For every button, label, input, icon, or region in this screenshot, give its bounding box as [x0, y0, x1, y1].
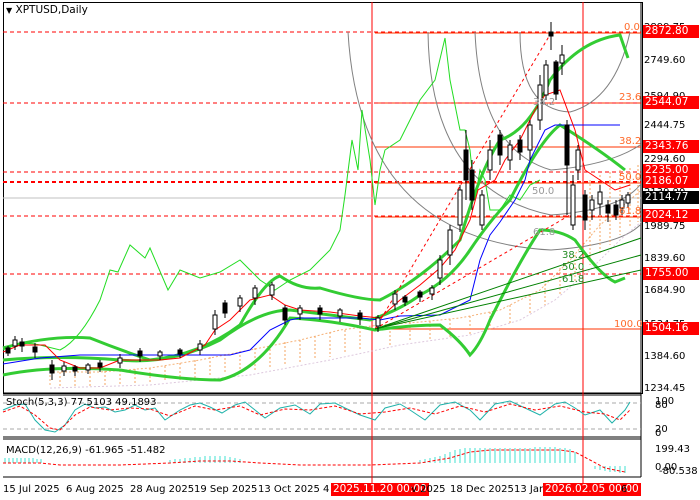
chart-title[interactable]: ▼ XPTUSD,Daily [6, 4, 88, 16]
fib-arc-label-61-8: 61.8 [533, 227, 556, 238]
date-label: 6 Aug 2025 [66, 484, 124, 495]
stochastic-title: Stoch(5,3,3) 77.5103 49.1893 [6, 397, 157, 408]
stochastic-lines [2, 400, 641, 433]
ma-blue [2, 124, 620, 365]
fibonacci-fan [374, 237, 642, 330]
date-label: 6 [621, 484, 628, 495]
macd-title: MACD(12,26,9) -61.965 -51.482 [6, 445, 166, 456]
bollinger-bands [2, 33, 630, 382]
price-tick: 1234.45 [644, 383, 686, 394]
price-tag-2235: 2235.00 [643, 164, 699, 177]
fib-label-100: 100.0 [614, 319, 643, 330]
fib-label-61-8: 61.8 [619, 206, 642, 217]
macd-axis-top: 199.43 [655, 444, 690, 455]
price-tag-fib-100: 1504.16 [643, 322, 699, 335]
fib-label-50: 50.0 [619, 172, 642, 183]
date-label: 28 Aug 2025 [130, 484, 195, 495]
current-price-tag: 2114.77 [643, 191, 699, 204]
price-tick: 1989.75 [644, 221, 686, 232]
chikou-span [2, 37, 541, 351]
price-tick: 1684.90 [644, 285, 686, 296]
symbol-title: XPTUSD,Daily [15, 4, 88, 16]
macd-signal [3, 449, 626, 473]
ichimoku-cloud [49, 189, 642, 389]
macd-axis-bottom: -80.538 [659, 466, 698, 477]
price-tick: 1384.60 [644, 351, 686, 362]
price-tag-1755: 1755.00 [643, 267, 699, 280]
horizontal-levels [3, 31, 641, 330]
price-tag-fib-38-2: 2343.76 [643, 140, 699, 153]
fib-label-38-2: 38.2 [619, 136, 642, 147]
stoch-axis-20: 20 [655, 424, 668, 435]
triangle-down-icon[interactable]: ▼ [6, 6, 13, 15]
macd-axis-zero: 0.00 [655, 462, 678, 473]
price-tag-fib-23-6: 2544.07 [643, 96, 699, 109]
date-label: 19 Sep 2025 [194, 484, 258, 495]
date-label: 13 Oct 2025 [258, 484, 320, 495]
fib-label-0: 0.0 [624, 22, 640, 33]
vertical-marker-2-date: 2026.02.05 00:00 [543, 483, 641, 496]
price-tag-fib-50: 2186.07 [643, 175, 699, 188]
price-tick: 2749.60 [644, 55, 686, 66]
price-tag-fib-0: 2872.80 [643, 25, 699, 38]
vertical-marker-1-date: 2025.11.20 00:00 [331, 483, 429, 496]
candlesticks [5, 22, 631, 380]
fib-fan-label-38-2: 38.2 [562, 250, 585, 261]
date-label: 18 Dec 2025 [450, 484, 514, 495]
price-tick: 2444.75 [644, 120, 686, 131]
fib-label-23-6: 23.6 [619, 92, 642, 103]
price-tag-fib-61-8: 2024.12 [643, 209, 699, 222]
stoch-axis-80: 80 [655, 400, 668, 411]
fib-arc-label-38-2: 38.2 [533, 97, 556, 108]
date-label: 4 [323, 484, 330, 495]
fib-fan-label-61-8: 61.8 [562, 274, 585, 285]
stoch-axis-100: 100 [655, 396, 675, 407]
stoch-axis-0: 0 [655, 428, 662, 439]
date-label: 13 Jan [514, 484, 546, 495]
fib-arc-label-50: 50.0 [532, 186, 555, 197]
fib-fan-label-50: 50.0 [562, 262, 585, 273]
macd-histogram [4, 447, 626, 473]
date-label: v 2025 [411, 484, 446, 495]
price-tick: 1839.60 [644, 253, 686, 264]
price-tick: 2294.60 [644, 154, 686, 165]
date-label: 15 Jul 2025 [3, 484, 60, 495]
